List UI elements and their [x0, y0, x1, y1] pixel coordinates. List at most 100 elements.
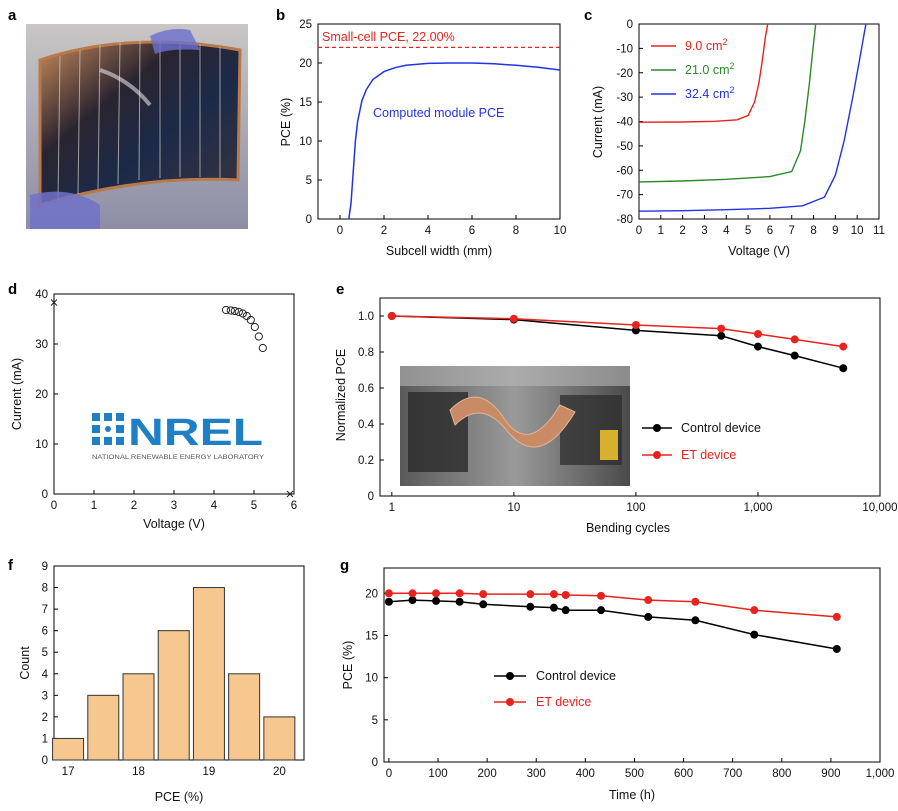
- legend-unit-21: cm: [713, 63, 730, 77]
- chart-f: 0 1 2 3 4 5 6 7 8 9 17 18 19 20 PCE (%) Count: [18, 561, 305, 804]
- panel-label-c: c: [584, 7, 592, 24]
- iv-point: [234, 307, 243, 317]
- ytick-label: 5: [42, 647, 48, 659]
- xtick-label: 10: [851, 225, 864, 237]
- xtick-label: 3: [701, 225, 707, 237]
- histogram-bar: [263, 716, 296, 761]
- computed-module-pce-line: [348, 62, 561, 220]
- iv-point: [250, 322, 259, 332]
- control-point: [644, 612, 653, 621]
- chart-e-ylabel: Normalized PCE: [334, 349, 348, 441]
- ytick-label: 0.4: [358, 419, 375, 431]
- control-point: [384, 597, 393, 606]
- legend-marker-control-g: [506, 672, 514, 680]
- ytick-label: 4: [42, 669, 49, 681]
- xtick-label: 6: [469, 225, 475, 237]
- et-point: [509, 314, 518, 323]
- chart-c-xlabel: Voltage (V): [728, 244, 790, 258]
- histogram-bar: [122, 673, 155, 761]
- et-point: [631, 321, 640, 329]
- xtick-label: 2: [131, 500, 137, 512]
- nrel-logo-subtext: NATIONAL RENEWABLE ENERGY LABORATORY: [92, 454, 264, 461]
- legend-g: Control device ET device: [494, 669, 616, 709]
- iv-point: [226, 306, 235, 315]
- cross-marker: [286, 490, 294, 498]
- et-point: [387, 312, 396, 320]
- xtick-label: 20: [273, 766, 286, 778]
- xtick-label: 9: [832, 225, 838, 237]
- et-point: [753, 330, 762, 338]
- xtick-label: 4: [723, 225, 730, 237]
- panel-label-f: f: [8, 557, 14, 574]
- xtick-label: 2: [679, 225, 685, 237]
- chart-d-axes: [53, 293, 295, 495]
- control-point: [750, 630, 759, 639]
- ytick-label: 10: [35, 439, 48, 451]
- iv-point: [221, 305, 231, 315]
- ytick-label: -80: [616, 214, 633, 226]
- legend-et-g: ET device: [536, 695, 591, 709]
- legend-marker-control: [653, 424, 661, 432]
- control-point: [790, 351, 799, 360]
- flexible-module-photo: [26, 24, 248, 229]
- xtick-label: 5: [745, 225, 751, 237]
- et-point: [644, 596, 653, 605]
- iv-point: [230, 306, 239, 316]
- xtick-label: 17: [62, 766, 75, 778]
- chart-f-ylabel: Count: [18, 646, 32, 680]
- xtick-label: 8: [513, 225, 519, 237]
- et-point: [384, 589, 393, 598]
- et-point: [790, 335, 799, 344]
- legend-9cm2: 9.0 cm2: [685, 37, 728, 53]
- xtick-label: 10: [554, 225, 567, 237]
- ytick-label: -60: [616, 165, 633, 177]
- ytick-label: 6: [42, 626, 48, 638]
- ytick-label: 0: [42, 755, 48, 767]
- ytick-label: 1.0: [358, 311, 374, 323]
- histogram-bar: [192, 587, 225, 761]
- ytick-label: 30: [35, 339, 48, 351]
- et-point: [408, 589, 417, 598]
- xtick-label: 11: [873, 225, 885, 237]
- xtick-label: 2: [381, 225, 387, 237]
- ytick-label: -50: [616, 141, 633, 153]
- ytick-label: 0: [306, 214, 312, 226]
- control-point: [753, 342, 762, 351]
- control-point: [432, 596, 441, 605]
- control-point: [717, 331, 726, 340]
- control-point: [691, 616, 700, 625]
- et-point: [455, 589, 464, 598]
- chart-b: 0 5 10 15 20 25 0 2 4 6 8 10 Small-cell PCE, 22.00%…: [279, 19, 566, 258]
- ytick-label: 0.2: [358, 455, 374, 467]
- cross-marker: [50, 299, 58, 306]
- et-point: [839, 342, 848, 351]
- iv-point: [258, 343, 267, 353]
- ytick-label: 8: [42, 583, 48, 595]
- legend-et: ET device: [681, 448, 736, 462]
- chart-e: 0 0.2 0.4 0.6 0.8 1.0 1 10 100 1,000 10,000 Contro…: [334, 297, 898, 535]
- control-point: [839, 364, 848, 373]
- ytick-label: 0: [368, 491, 374, 503]
- histogram-bar: [157, 630, 190, 761]
- et-point: [526, 590, 535, 599]
- xtick-label: 4: [211, 500, 218, 512]
- ytick-label: -10: [616, 43, 633, 55]
- et-device-line-g: [388, 592, 837, 618]
- xtick-label: 300: [527, 768, 546, 780]
- ytick-label: 3: [42, 690, 48, 702]
- legend-marker-et: [653, 451, 661, 459]
- iv-curve-9cm2: [638, 23, 769, 123]
- xtick-label: 4: [425, 225, 432, 237]
- et-point: [832, 612, 841, 621]
- control-point: [408, 596, 417, 605]
- iv-curve-21cm2: [638, 23, 817, 183]
- chart-g-ylabel: PCE (%): [341, 641, 355, 690]
- panel-label-d: d: [8, 281, 17, 298]
- control-point: [455, 597, 464, 606]
- iv-point: [254, 332, 263, 341]
- et-point: [750, 606, 759, 615]
- chart-b-xlabel: Subcell width (mm): [386, 244, 492, 258]
- chart-f-xlabel: PCE (%): [155, 790, 204, 804]
- ytick-label: 0.8: [358, 347, 374, 359]
